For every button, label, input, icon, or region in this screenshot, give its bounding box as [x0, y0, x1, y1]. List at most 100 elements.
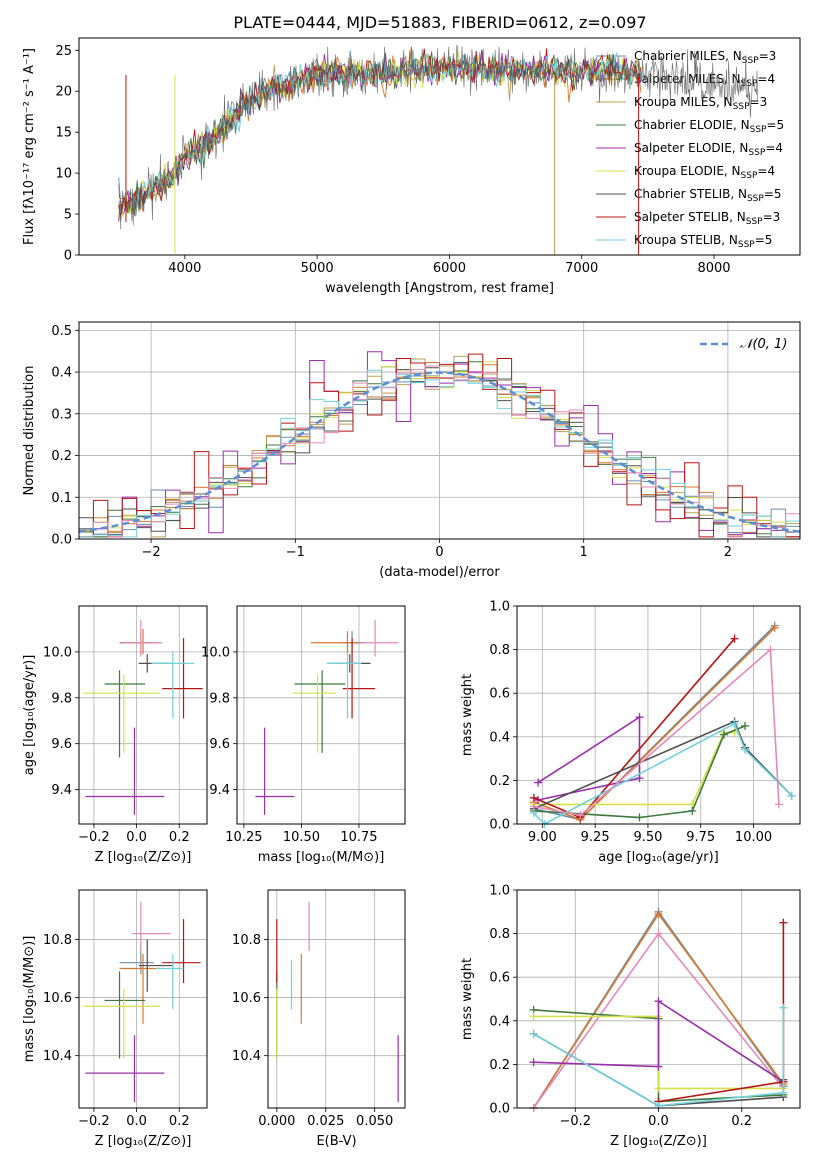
- x-tick-label: 4000: [168, 261, 201, 276]
- legend-entry: Kroupa ELODIE, NSSP=4: [634, 164, 775, 181]
- legend-text: =3: [759, 49, 777, 63]
- y-tick-label: 1.0: [489, 600, 510, 615]
- legend-text: Kroupa ELODIE, N: [634, 164, 741, 178]
- y-tick-label: 0.4: [489, 730, 510, 745]
- axes-frame: [236, 605, 406, 825]
- spectrum-data: [118, 44, 758, 230]
- y-tick-label: 0.2: [51, 449, 72, 464]
- y-tick-label: 15: [55, 126, 72, 141]
- legend-entry: Salpeter STELIB, NSSP=3: [634, 210, 780, 227]
- x-tick-label: −0.2: [78, 1114, 110, 1129]
- legend-text: Salpeter ELODIE, N: [634, 141, 748, 155]
- y-tick-label: 25: [55, 44, 72, 59]
- y-tick-label: 10: [55, 167, 72, 182]
- y-tick-label: 0.4: [51, 366, 72, 381]
- weight-series: [533, 625, 776, 821]
- y-tick-label: 10.0: [43, 645, 72, 660]
- legend-text: =4: [757, 164, 775, 178]
- x-tick-label: −0.2: [559, 1114, 591, 1129]
- y-tick-label: 0.0: [489, 1102, 510, 1117]
- x-tick-label: 0.000: [258, 1114, 295, 1129]
- x-axis-label: mass [log₁₀(M/M⊙)]: [258, 850, 385, 865]
- y-tick-label: 10.4: [232, 1049, 261, 1064]
- normal-curve: [79, 371, 800, 533]
- x-tick-label: 0.025: [307, 1114, 344, 1129]
- spectrum-series: [118, 49, 642, 208]
- x-tick-label: 8000: [697, 261, 730, 276]
- y-tick-label: 9.6: [51, 737, 72, 752]
- x-tick-label: 10.50: [283, 830, 320, 845]
- y-axis-label: age [log₁₀(age/yr)]: [22, 655, 37, 776]
- y-tick-label: 0.6: [489, 971, 510, 986]
- x-tick-label: 5000: [301, 261, 334, 276]
- x-tick-label: −0.2: [78, 830, 110, 845]
- legend-text: Kroupa STELIB, N: [634, 233, 738, 247]
- y-tick-label: 0.8: [489, 927, 510, 942]
- x-tick-label: 0.050: [356, 1114, 393, 1129]
- weight-vs-age-panel: 9.00 9.25 9.50 9.75 10.00 0.0 0.2 0.4 0.6 0.8 1.0 a…: [460, 600, 801, 865]
- legend-text: =4: [757, 72, 775, 86]
- legend-subscript: SSP: [733, 102, 750, 112]
- legend-entry: Salpeter ELODIE, NSSP=4: [634, 141, 783, 158]
- x-tick-label: 10.75: [340, 830, 377, 845]
- weight-series: [533, 638, 736, 819]
- spectrum-title: PLATE=0444, MJD=51883, FIBERID=0612, z=0…: [233, 13, 646, 32]
- axes-frame: [267, 889, 406, 1109]
- axes-frame: [78, 37, 801, 256]
- y-tick-label: 0.2: [489, 774, 510, 789]
- x-axis-label: Z [log₁₀(Z/Z⊙)]: [95, 850, 192, 865]
- x-tick-label: 0.0: [126, 1114, 147, 1129]
- x-tick-label: −1: [286, 545, 305, 560]
- x-tick-label: 9.00: [528, 830, 557, 845]
- x-tick-label: 0.2: [731, 1114, 752, 1129]
- y-tick-label: 0.5: [51, 324, 72, 339]
- y-tick-label: 10.8: [232, 933, 261, 948]
- y-tick-label: 10.8: [43, 933, 72, 948]
- legend-subscript: SSP: [750, 125, 767, 135]
- legend-text: Salpeter STELIB, N: [634, 210, 746, 224]
- residuals-panel: −2 −1 0 1 2 0.0 0.1 0.2 0.3 0.4 0.5 (data-model)/er…: [22, 321, 801, 580]
- legend-subscript: SSP: [746, 217, 763, 227]
- x-axis-label: Z [log₁₀(Z/Z⊙)]: [610, 1134, 707, 1149]
- y-axis-label: Normed distribution: [22, 366, 37, 496]
- x-tick-label: 9.25: [581, 830, 610, 845]
- y-tick-label: 0.1: [51, 491, 72, 506]
- legend-entry: Chabrier ELODIE, NSSP=5: [634, 118, 784, 135]
- age-vs-metallicity-panel: −0.2 0.0 0.2 9.4 9.6 9.8 10.0 Z [log₁₀(Z/Z⊙)] ag…: [22, 605, 208, 865]
- x-axis-label: age [log₁₀(age/yr)]: [598, 850, 719, 865]
- legend-text: Chabrier STELIB, N: [634, 187, 747, 201]
- mass-vs-metallicity-panel: −0.2 0.0 0.2 10.4 10.6 10.8 Z [log₁₀(Z/Z⊙)] mas…: [22, 889, 208, 1149]
- legend-text: =3: [750, 95, 768, 109]
- legend-text: =4: [765, 141, 783, 155]
- x-tick-label: 0: [435, 545, 443, 560]
- weight-series: [533, 999, 784, 1083]
- x-tick-label: 2: [724, 545, 732, 560]
- x-tick-label: 10.25: [225, 830, 262, 845]
- x-tick-label: 0.0: [648, 1114, 669, 1129]
- mass-vs-ebv-panel: 0.000 0.025 0.050 10.4 10.6 10.8 E(B-V): [232, 889, 406, 1149]
- y-tick-label: 10.6: [232, 991, 261, 1006]
- axes-frame: [78, 889, 208, 1109]
- y-tick-label: 0.2: [489, 1058, 510, 1073]
- y-tick-label: 0.0: [489, 818, 510, 833]
- y-tick-label: 5: [64, 208, 72, 223]
- y-tick-label: 10.6: [43, 991, 72, 1006]
- y-tick-label: 9.8: [51, 691, 72, 706]
- legend-entry: Kroupa STELIB, NSSP=5: [634, 233, 772, 250]
- legend-text: =5: [764, 187, 782, 201]
- y-tick-label: 0.3: [51, 407, 72, 422]
- y-tick-label: 1.0: [489, 884, 510, 899]
- axes-frame: [516, 605, 801, 825]
- legend-subscript: SSP: [748, 148, 765, 158]
- x-tick-label: 1: [580, 545, 588, 560]
- spectrum-panel: 4000 5000 6000 7000 8000 0 5 10 15 20 25 wavelength…: [22, 37, 801, 296]
- weight-series: [537, 715, 641, 801]
- legend-entry: 𝒩(0, 1): [740, 337, 787, 352]
- y-tick-label: 0: [64, 249, 72, 264]
- legend-entry: Salpeter MILES, NSSP=4: [634, 72, 775, 89]
- y-axis-label: mass weight: [460, 674, 475, 756]
- legend-text: =3: [763, 210, 781, 224]
- legend-text: =5: [766, 118, 784, 132]
